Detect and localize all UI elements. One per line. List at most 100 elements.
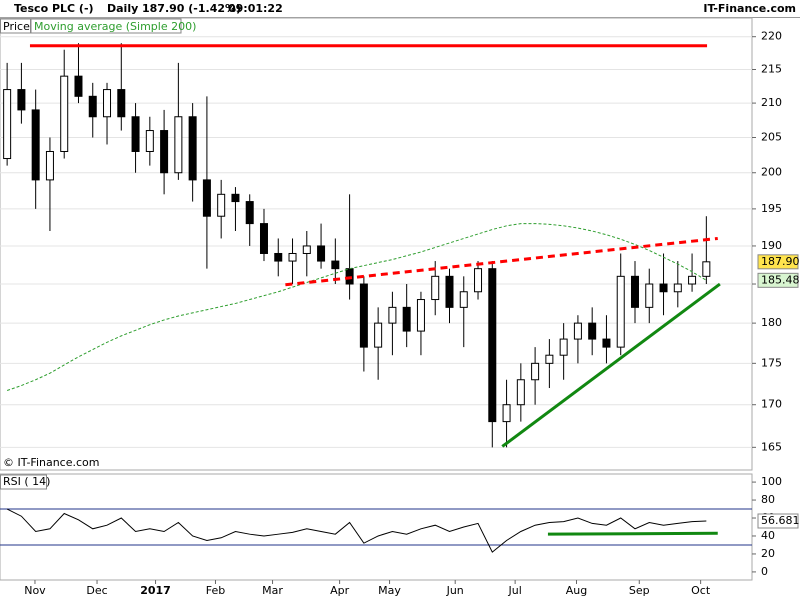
y-tick-label: 205 bbox=[761, 130, 782, 143]
candle-body bbox=[402, 306, 411, 332]
candle-body bbox=[545, 354, 554, 364]
candle-body bbox=[673, 283, 682, 293]
x-tick-label: Mar bbox=[262, 584, 283, 597]
candle-body bbox=[602, 338, 611, 348]
candle-body bbox=[559, 338, 568, 356]
y-tick-label: 0 bbox=[761, 565, 768, 578]
candle-body bbox=[31, 109, 40, 181]
y-tick-label: 165 bbox=[761, 440, 782, 453]
y-tick-label: 80 bbox=[761, 493, 775, 506]
y-tick-label: 190 bbox=[761, 239, 782, 252]
trend-line bbox=[547, 531, 718, 536]
candle-body bbox=[174, 116, 183, 174]
candle-body bbox=[645, 283, 654, 308]
price-marker-label: 56.681 bbox=[761, 514, 800, 527]
candle-body bbox=[117, 89, 126, 118]
candle-body bbox=[45, 150, 54, 181]
candle-body bbox=[231, 193, 240, 203]
candle-body bbox=[659, 283, 668, 293]
y-tick-label: 180 bbox=[761, 316, 782, 329]
y-tick-label: 195 bbox=[761, 202, 782, 215]
candle-body bbox=[516, 379, 525, 406]
y-tick-label: 210 bbox=[761, 96, 782, 109]
x-tick-label: May bbox=[378, 584, 401, 597]
copyright: © IT-Finance.com bbox=[3, 456, 100, 469]
x-tick-label: Oct bbox=[691, 584, 711, 597]
candle-body bbox=[588, 322, 597, 340]
x-tick-label: Feb bbox=[206, 584, 225, 597]
candle-body bbox=[630, 275, 639, 308]
candle-body bbox=[616, 275, 625, 348]
y-tick-label: 215 bbox=[761, 63, 782, 76]
candle-body bbox=[502, 404, 511, 423]
quote: 187.90 (-1.42%) bbox=[142, 2, 241, 15]
price-marker bbox=[757, 272, 799, 288]
y-tick-label: 40 bbox=[761, 529, 775, 542]
candle-body bbox=[245, 201, 254, 225]
y-tick-label: 100 bbox=[761, 475, 782, 488]
candle-body bbox=[531, 362, 540, 381]
x-tick-label: Sep bbox=[629, 584, 650, 597]
candle-body bbox=[302, 245, 311, 254]
candle-body bbox=[217, 193, 226, 217]
price-marker bbox=[757, 254, 799, 270]
candle-body bbox=[431, 275, 440, 301]
y-tick-label: 175 bbox=[761, 356, 782, 369]
rsi-legend-box bbox=[0, 474, 47, 490]
candle-body bbox=[359, 283, 368, 348]
x-tick-label: Apr bbox=[330, 584, 350, 597]
series-line bbox=[6, 508, 707, 553]
candle-body bbox=[702, 261, 711, 277]
candle-body bbox=[60, 75, 69, 152]
period: Daily bbox=[107, 2, 138, 15]
candle-body bbox=[103, 89, 112, 118]
price-marker-label: 185.48 bbox=[761, 273, 800, 286]
price-marker-label: 187.90 bbox=[761, 255, 800, 268]
y-tick-label: 200 bbox=[761, 166, 782, 179]
y-tick-label: 170 bbox=[761, 398, 782, 411]
candle-body bbox=[259, 223, 268, 254]
candle-body bbox=[374, 322, 383, 348]
candle-body bbox=[188, 116, 197, 181]
y-tick-label: 20 bbox=[761, 547, 775, 560]
rsi-pane bbox=[0, 473, 753, 581]
candle-body bbox=[688, 275, 697, 285]
x-tick-label: Nov bbox=[24, 584, 46, 597]
candle-body bbox=[288, 252, 297, 262]
price-tag: Price bbox=[3, 20, 30, 33]
x-tick-label: Jul bbox=[507, 584, 521, 597]
title: Tesco PLC (-) bbox=[14, 2, 94, 15]
ma-legend-box bbox=[30, 18, 182, 34]
time: 09:01:22 bbox=[228, 2, 283, 15]
x-tick-label: Aug bbox=[566, 584, 587, 597]
rsi-legend: RSI ( 14) bbox=[3, 475, 50, 488]
x-tick-label: 2017 bbox=[140, 584, 171, 597]
x-tick-label: Dec bbox=[86, 584, 107, 597]
candle-body bbox=[202, 179, 211, 217]
price-pane bbox=[0, 17, 753, 471]
site: IT-Finance.com bbox=[703, 2, 796, 15]
trend-line bbox=[501, 282, 721, 448]
candle-body bbox=[388, 306, 397, 324]
candle-body bbox=[88, 95, 97, 118]
candle-body bbox=[573, 322, 582, 340]
candle-body bbox=[131, 116, 140, 152]
candle-body bbox=[474, 268, 483, 293]
candle-body bbox=[145, 130, 154, 152]
price-marker bbox=[757, 513, 799, 529]
trend-line bbox=[285, 236, 718, 287]
candle-body bbox=[317, 245, 326, 262]
candle-body bbox=[459, 291, 468, 308]
candle-body bbox=[17, 89, 26, 111]
candle-body bbox=[74, 75, 83, 97]
candle-body bbox=[416, 299, 425, 332]
candle-body bbox=[3, 89, 12, 160]
series-line bbox=[6, 223, 707, 391]
candle-body bbox=[345, 268, 354, 285]
candle-body bbox=[160, 130, 169, 174]
candle-body bbox=[445, 275, 454, 308]
candle-body bbox=[331, 260, 340, 270]
candle-body bbox=[488, 268, 497, 423]
